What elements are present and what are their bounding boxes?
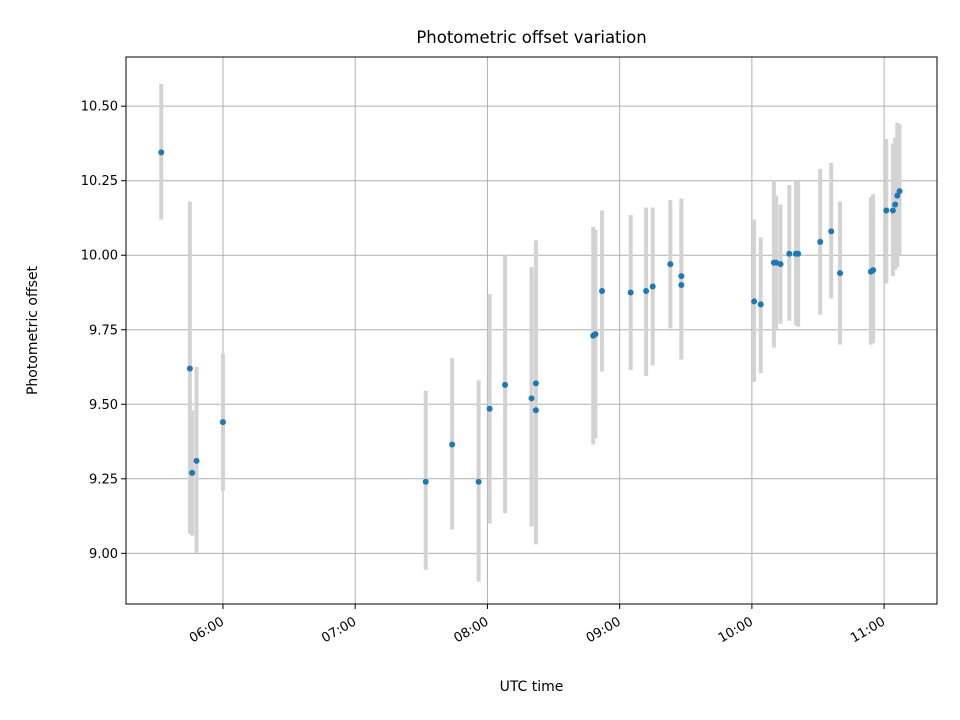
data-point [189,469,196,476]
y-tick-label: 10.00 [81,249,118,264]
data-point [422,478,429,485]
data-point [502,381,509,388]
y-tick-label: 9.50 [89,398,118,413]
plot-frame [125,56,938,605]
y-tick-label: 10.50 [81,100,118,115]
data-point [786,250,793,257]
data-point [186,365,193,372]
data-point [870,267,877,274]
data-point [475,478,482,485]
data-point [193,457,200,464]
y-tick-label: 10.25 [81,174,118,189]
data-point [158,149,165,156]
data-point [219,419,226,426]
data-point [532,380,539,387]
data-point [828,228,835,235]
data-point [643,288,650,295]
y-tick-label: 9.75 [89,323,118,338]
data-point [795,250,802,257]
y-axis-label: Photometric offset [25,265,41,395]
data-point [751,298,758,305]
y-tick-label: 9.25 [89,472,118,487]
data-point [894,192,901,199]
data-point [777,261,784,268]
data-point [678,273,685,280]
data-point [896,188,903,195]
chart-title: Photometric offset variation [416,28,646,47]
data-point [532,407,539,414]
data-point [889,207,896,214]
data-point [486,405,493,412]
data-point [837,270,844,277]
y-tick-label: 9.00 [89,547,118,562]
data-point [627,289,634,296]
data-point [649,283,656,290]
data-point [599,288,606,295]
data-point [892,201,899,208]
data-point [757,301,764,308]
data-point [667,261,674,268]
x-axis-label: UTC time [500,679,564,695]
data-point [592,331,599,338]
data-point [883,207,890,214]
data-point [678,282,685,289]
data-point [449,441,456,448]
data-point [817,238,824,245]
data-points [158,149,903,485]
y-axis-ticks: 9.00 9.25 9.50 9.75 10.00 10.25 10.50 [81,100,126,562]
data-point [528,395,535,402]
